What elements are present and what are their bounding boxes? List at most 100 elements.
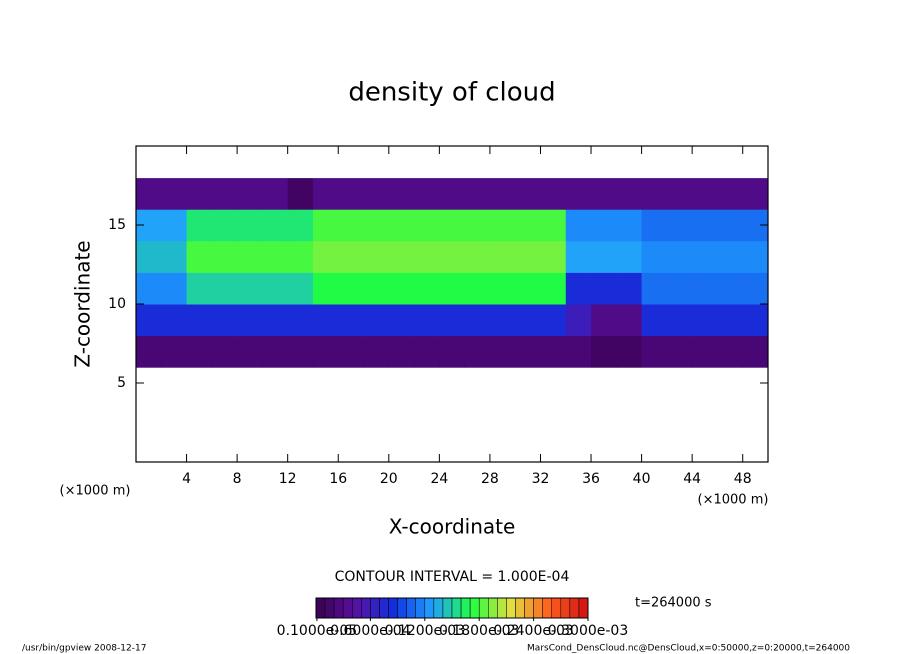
colorbar-segment bbox=[397, 597, 407, 619]
colorbar-segment bbox=[451, 597, 462, 619]
heat-cell bbox=[211, 240, 238, 273]
heat-cell bbox=[591, 146, 617, 179]
heat-cell bbox=[742, 398, 769, 431]
heat-cell bbox=[414, 335, 440, 368]
heat-cell bbox=[237, 240, 263, 273]
heat-cell bbox=[464, 430, 491, 463]
x-axis-label: X-coordinate bbox=[389, 515, 516, 539]
heat-cell bbox=[287, 335, 314, 368]
heat-cell bbox=[363, 272, 390, 305]
heat-cell bbox=[540, 430, 567, 463]
heat-cell bbox=[742, 335, 769, 368]
colorbar-segment bbox=[515, 597, 525, 619]
colorbar-tick-label: 0.1800e-03 bbox=[439, 623, 519, 639]
x-tick-label: 20 bbox=[380, 471, 398, 487]
heat-cell bbox=[591, 240, 617, 273]
heat-cell bbox=[287, 209, 314, 242]
heat-cell bbox=[591, 272, 617, 305]
heat-cell bbox=[287, 430, 314, 463]
heat-cell bbox=[388, 398, 415, 431]
heat-cell bbox=[363, 209, 390, 242]
heat-cell bbox=[616, 304, 643, 337]
heat-cell bbox=[287, 304, 314, 337]
heat-cell bbox=[692, 146, 718, 179]
heat-cell bbox=[262, 240, 289, 273]
heat-cell bbox=[338, 240, 365, 273]
heat-cell bbox=[540, 272, 567, 305]
heat-cell bbox=[439, 367, 466, 400]
heat-cell bbox=[312, 304, 339, 337]
heat-cell bbox=[237, 177, 263, 210]
colorbar-segment bbox=[460, 597, 471, 619]
x-tick-label: 24 bbox=[430, 471, 448, 487]
heat-cell bbox=[616, 335, 643, 368]
heat-cell bbox=[136, 240, 162, 273]
heat-cell bbox=[464, 240, 491, 273]
heat-cell bbox=[388, 240, 415, 273]
heat-cell bbox=[161, 367, 188, 400]
heat-cell bbox=[565, 304, 592, 337]
heat-cell bbox=[439, 177, 466, 210]
heat-cell bbox=[186, 240, 213, 273]
heat-cell bbox=[287, 367, 314, 400]
x-unit-label: (×1000 m) bbox=[698, 493, 769, 508]
heat-cell bbox=[338, 367, 365, 400]
heat-cell bbox=[515, 209, 541, 242]
heat-cell bbox=[515, 367, 541, 400]
heat-cell bbox=[591, 430, 617, 463]
heat-cell bbox=[237, 430, 263, 463]
time-label: t=264000 s bbox=[635, 596, 712, 611]
heat-cell bbox=[363, 240, 390, 273]
heat-cell bbox=[692, 430, 718, 463]
heat-cell bbox=[262, 272, 289, 305]
heat-cell bbox=[717, 367, 744, 400]
x-tick-label: 40 bbox=[633, 471, 651, 487]
heat-cell bbox=[742, 177, 769, 210]
colorbar-tick-label: 0.6000e-04 bbox=[330, 623, 411, 639]
heat-cell bbox=[161, 398, 188, 431]
heat-cell bbox=[388, 430, 415, 463]
heat-cell bbox=[666, 335, 693, 368]
heat-cell bbox=[262, 367, 289, 400]
colorbar-segment bbox=[551, 597, 562, 619]
heat-cell bbox=[287, 240, 314, 273]
heat-cell bbox=[363, 335, 390, 368]
heat-cell bbox=[666, 398, 693, 431]
heat-cell bbox=[616, 209, 643, 242]
heat-cell bbox=[186, 146, 213, 179]
heat-cell bbox=[312, 398, 339, 431]
heat-cell bbox=[666, 272, 693, 305]
heat-cell bbox=[287, 146, 314, 179]
y-tick-label: 10 bbox=[108, 296, 126, 312]
heat-cell bbox=[161, 335, 188, 368]
heat-cell bbox=[186, 335, 213, 368]
heat-cell bbox=[363, 367, 390, 400]
colorbar-segment bbox=[506, 597, 516, 619]
heat-cell bbox=[489, 398, 516, 431]
heat-cell bbox=[262, 177, 289, 210]
heat-cell bbox=[666, 177, 693, 210]
colorbar-tick-label: 0.2400e-03 bbox=[493, 623, 573, 639]
heat-cell bbox=[616, 146, 643, 179]
heat-cell bbox=[287, 272, 314, 305]
heat-cell bbox=[161, 209, 188, 242]
heat-cell bbox=[388, 177, 415, 210]
heat-cell bbox=[515, 304, 541, 337]
x-tick-label: 32 bbox=[532, 471, 550, 487]
colorbar-segment bbox=[342, 597, 353, 619]
heat-cell bbox=[161, 240, 188, 273]
heat-cell bbox=[414, 367, 440, 400]
heat-cell bbox=[161, 177, 188, 210]
heat-cell bbox=[186, 430, 213, 463]
heat-cell bbox=[262, 304, 289, 337]
heat-cell bbox=[717, 304, 744, 337]
heat-cell bbox=[363, 430, 390, 463]
heat-cell bbox=[338, 304, 365, 337]
heat-cell bbox=[641, 240, 668, 273]
x-tick-label: 4 bbox=[182, 471, 191, 487]
heat-cell bbox=[692, 304, 718, 337]
x-tick-label: 48 bbox=[734, 471, 752, 487]
heat-cell bbox=[338, 209, 365, 242]
heat-cell bbox=[489, 209, 516, 242]
